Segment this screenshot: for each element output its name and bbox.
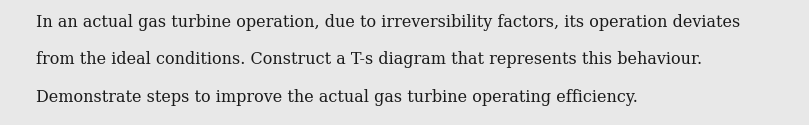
Text: from the ideal conditions. Construct a T-s diagram that represents this behaviou: from the ideal conditions. Construct a T… — [36, 52, 702, 68]
Text: Demonstrate steps to improve the actual gas turbine operating efficiency.: Demonstrate steps to improve the actual … — [36, 89, 638, 106]
Text: In an actual gas turbine operation, due to irreversibility factors, its operatio: In an actual gas turbine operation, due … — [36, 14, 741, 31]
